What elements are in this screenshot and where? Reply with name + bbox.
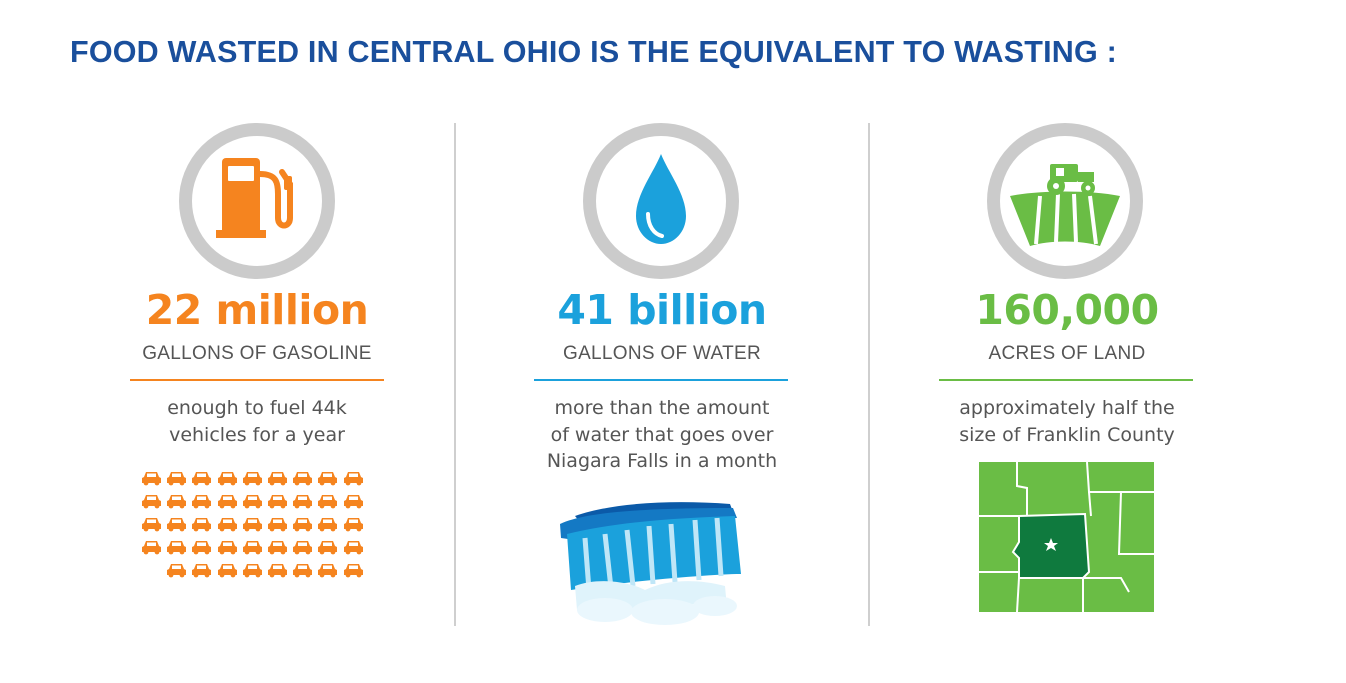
- car-icon: [266, 562, 289, 579]
- land-rule: [939, 379, 1193, 381]
- car-icon: [291, 493, 314, 510]
- car-icon: [216, 516, 239, 533]
- car-icon: [342, 470, 365, 487]
- car-icon: [316, 539, 339, 556]
- car-icon: [165, 516, 188, 533]
- car-grid: [140, 470, 380, 585]
- car-icon: [266, 470, 289, 487]
- car-icon: [316, 516, 339, 533]
- stat-gasoline: 22 million GALLONS OF GASOLINE enough to…: [130, 0, 384, 683]
- car-icon: [216, 470, 239, 487]
- land-value: 160,000: [975, 286, 1159, 334]
- gasoline-rule: [130, 379, 384, 381]
- car-icon: [241, 470, 264, 487]
- gasoline-unit: GALLONS OF GASOLINE: [142, 343, 372, 364]
- column-divider: [868, 123, 870, 626]
- desc-line: size of Franklin County: [959, 423, 1175, 446]
- car-icon: [266, 539, 289, 556]
- car-icon: [241, 562, 264, 579]
- car-icon: [266, 493, 289, 510]
- car-icon: [241, 539, 264, 556]
- car-icon: [241, 493, 264, 510]
- car-row: [140, 562, 380, 585]
- car-icon: [266, 516, 289, 533]
- car-icon: [190, 516, 213, 533]
- water-value: 41 billion: [557, 286, 767, 334]
- water-drop-icon: [636, 154, 686, 244]
- car-icon: [190, 470, 213, 487]
- waterfall-illustration: [560, 502, 741, 625]
- car-row: [140, 516, 380, 539]
- icon-ring: [179, 123, 335, 279]
- land-description: approximately half the size of Franklin …: [934, 395, 1200, 448]
- car-icon: [342, 516, 365, 533]
- car-icon: [316, 470, 339, 487]
- car-icon: [316, 493, 339, 510]
- car-icon: [165, 470, 188, 487]
- gasoline-description: enough to fuel 44k vehicles for a year: [130, 395, 384, 448]
- car-icon: [190, 493, 213, 510]
- stat-water: 41 billion GALLONS OF WATER more than th…: [524, 0, 800, 683]
- tractor-field-icon: [1010, 164, 1120, 246]
- icon-ring: [987, 123, 1143, 279]
- car-icon: [241, 516, 264, 533]
- car-icon: [342, 493, 365, 510]
- franklin-county-map: [979, 462, 1154, 612]
- icon-ring: [583, 123, 739, 279]
- car-row: [140, 493, 380, 516]
- stat-land: 160,000 ACRES OF LAND approximately half…: [934, 0, 1200, 683]
- column-divider: [454, 123, 456, 626]
- desc-line: enough to fuel 44k: [167, 397, 347, 419]
- car-icon: [140, 516, 163, 533]
- desc-line: of water that goes over: [550, 423, 774, 446]
- car-icon: [140, 539, 163, 556]
- car-icon: [165, 539, 188, 556]
- land-unit: ACRES OF LAND: [988, 343, 1146, 364]
- gas-pump-icon: [216, 158, 293, 238]
- water-description: more than the amount of water that goes …: [524, 395, 800, 475]
- car-icon: [291, 470, 314, 487]
- star-icon: [1044, 538, 1058, 551]
- desc-line: vehicles for a year: [169, 423, 345, 446]
- car-icon: [165, 493, 188, 510]
- car-icon: [140, 493, 163, 510]
- car-icon: [216, 493, 239, 510]
- car-row: [140, 539, 380, 562]
- car-icon: [291, 516, 314, 533]
- car-icon: [291, 562, 314, 579]
- car-icon: [140, 470, 163, 487]
- car-icon: [190, 539, 213, 556]
- desc-line: more than the amount: [554, 397, 770, 419]
- desc-line: approximately half the: [959, 397, 1175, 419]
- car-row: [140, 470, 380, 493]
- water-unit: GALLONS OF WATER: [563, 343, 761, 364]
- car-icon: [216, 562, 239, 579]
- water-rule: [534, 379, 788, 381]
- car-icon: [165, 562, 188, 579]
- gasoline-value: 22 million: [145, 286, 369, 334]
- car-icon: [316, 562, 339, 579]
- car-icon: [216, 539, 239, 556]
- page-title: FOOD WASTED IN CENTRAL OHIO IS THE EQUIV…: [70, 35, 1117, 69]
- car-icon: [342, 539, 365, 556]
- car-icon: [190, 562, 213, 579]
- car-icon: [291, 539, 314, 556]
- desc-line: Niagara Falls in a month: [546, 450, 778, 472]
- car-icon: [342, 562, 365, 579]
